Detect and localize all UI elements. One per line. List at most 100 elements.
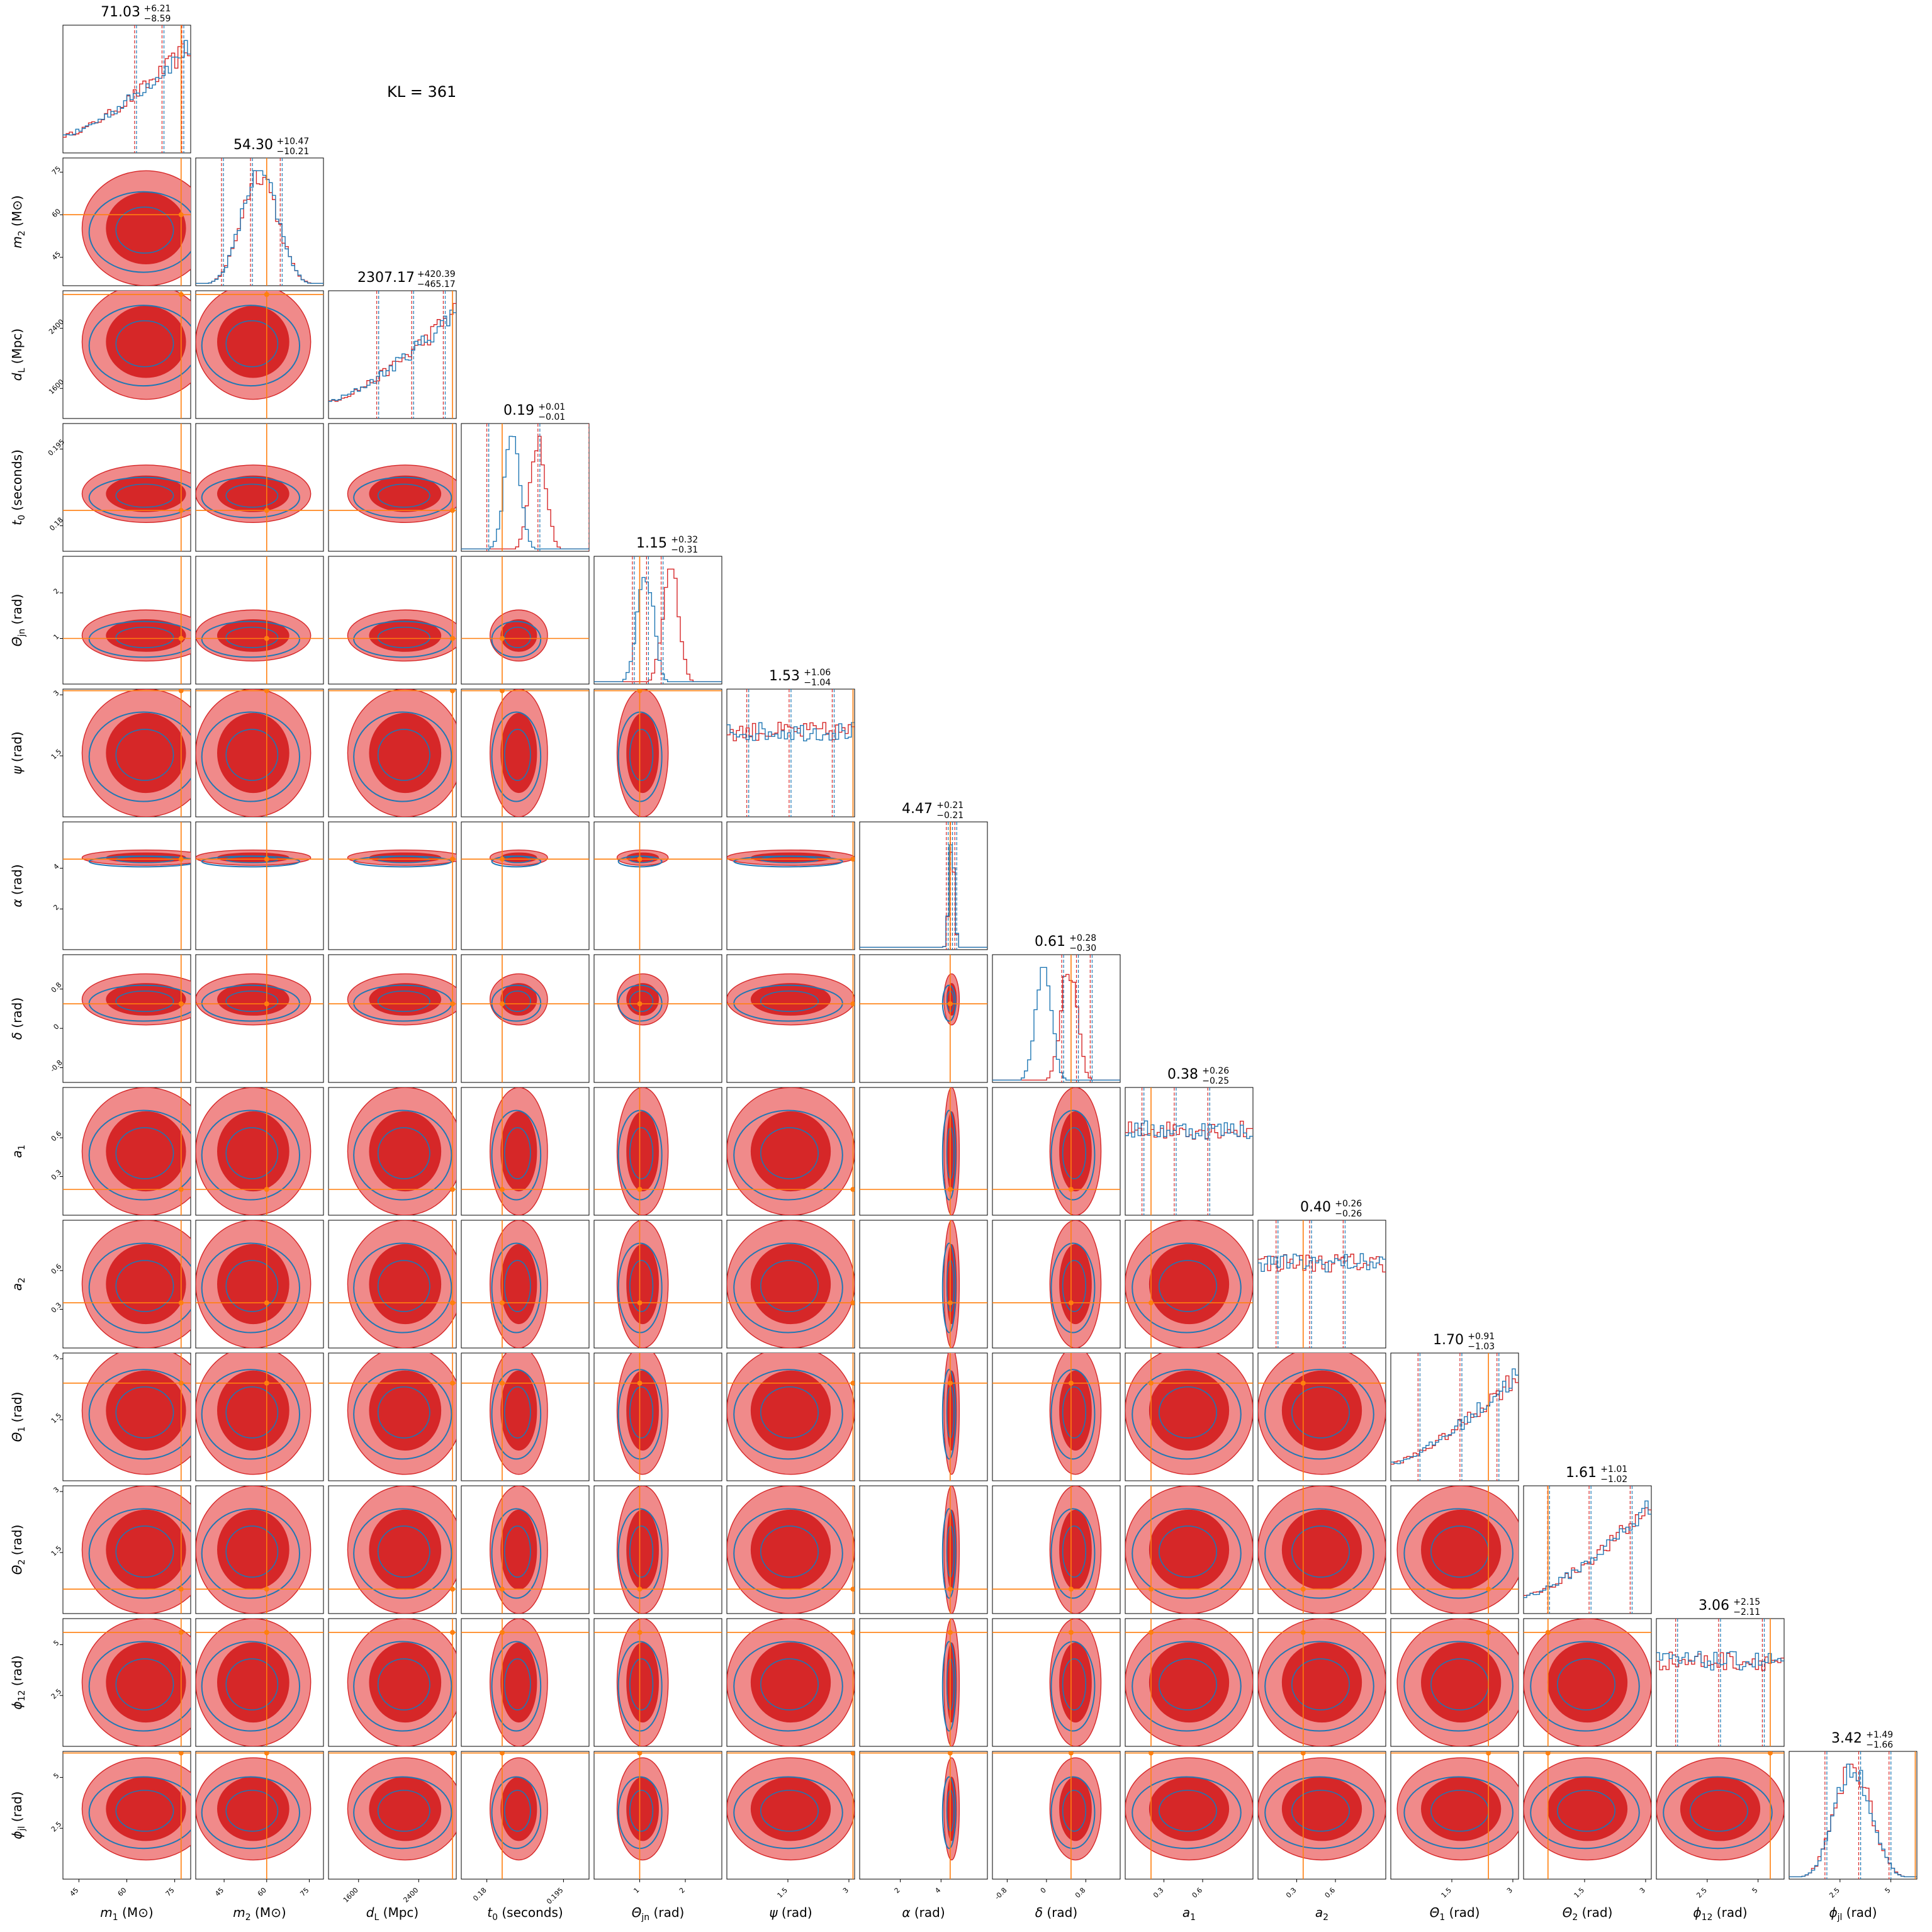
panel-content <box>1391 1619 1519 1746</box>
contour-blue-inner <box>1062 1260 1087 1312</box>
truth-marker <box>1486 1751 1491 1756</box>
panel-frame <box>328 821 457 950</box>
contour-blue <box>353 711 452 802</box>
panel-content <box>196 158 323 286</box>
panel-content <box>860 1087 987 1215</box>
truth-marker <box>499 1001 505 1007</box>
panel-theta2-vs-m2 <box>195 1485 324 1614</box>
truth-marker <box>499 1380 505 1386</box>
panel-a2-vs-thetajn <box>593 1220 722 1349</box>
panel-content <box>329 955 456 1082</box>
contour-blue <box>1264 1776 1374 1850</box>
contour-blue-inner <box>377 1127 430 1179</box>
panel-alpha-vs-dL <box>328 821 457 950</box>
panel-title-median: 0.40 <box>1300 1199 1331 1215</box>
panel-title-plus: +1.01 <box>1600 1464 1627 1474</box>
contour-blue <box>733 1242 843 1334</box>
panel-title-median: 4.47 <box>902 801 933 817</box>
panel-phijl-vs-a2: 0.3 0.6 a2 <box>1257 1751 1386 1923</box>
truth-marker <box>947 1587 953 1592</box>
panel-a1-vs-t0 <box>461 1087 590 1216</box>
x-tick-label: 75 <box>164 1886 176 1898</box>
panel-content <box>727 689 855 817</box>
contour-blue <box>1132 1369 1242 1460</box>
panel-frame <box>992 954 1121 1083</box>
histogram-blue <box>1524 1500 1651 1598</box>
panel-title-plus: +0.21 <box>936 800 963 811</box>
contour-blue <box>353 1508 452 1599</box>
panel-a2-vs-m2 <box>195 1220 324 1349</box>
panel-content <box>329 1486 456 1614</box>
panel-content <box>196 955 323 1082</box>
panel-phijl-vs-m2: 45 60 75 m2 (M⊙) <box>195 1751 324 1923</box>
panel-title-minus: −0.25 <box>1202 1076 1229 1086</box>
contour-blue-inner <box>377 483 430 508</box>
panel-phi12-vs-theta2 <box>1523 1618 1652 1747</box>
truth-marker <box>264 291 269 297</box>
panel-content <box>329 822 456 950</box>
panel-phijl-vs-alpha: 2 4 α (rad) <box>859 1751 988 1920</box>
contour-blue <box>941 1109 957 1201</box>
panel-content <box>860 1619 987 1746</box>
panel-frame <box>195 157 324 286</box>
x-axis-label: a2 <box>1315 1905 1328 1923</box>
y-tick-label: 0.6 <box>50 1130 64 1143</box>
histogram-blue <box>594 576 722 683</box>
panel-frame <box>1257 1220 1386 1349</box>
panel-title-median: 0.61 <box>1035 934 1065 950</box>
contour-blue-inner <box>115 1525 174 1578</box>
panel-t0-vs-dL <box>328 423 457 552</box>
truth-marker <box>450 689 456 694</box>
truth-marker <box>637 1629 643 1635</box>
panel-delta-vs-psi <box>726 954 855 1083</box>
panel-content <box>1258 1220 1386 1348</box>
contour-blue <box>353 1242 452 1334</box>
contour-blue <box>491 1109 542 1201</box>
panel-content <box>860 822 987 950</box>
contour-blue-inner <box>225 1127 279 1179</box>
panel-theta1-vs-thetajn <box>593 1352 722 1481</box>
panel-delta-vs-dL <box>328 954 457 1083</box>
contour-blue <box>733 1776 843 1850</box>
panel-content <box>63 1619 191 1746</box>
panel-a1-vs-dL <box>328 1087 457 1216</box>
x-axis-label: a1 <box>1182 1905 1196 1923</box>
truth-marker <box>637 1751 643 1756</box>
panel-content <box>727 955 855 1082</box>
contour-inner-red <box>500 1370 537 1451</box>
panel-content <box>594 689 722 817</box>
contour-blue-inner <box>629 1790 654 1832</box>
panel-title-median: 54.30 <box>233 137 273 153</box>
contour-blue <box>941 1641 957 1732</box>
panel-content <box>992 1486 1120 1614</box>
contour-blue <box>491 1641 542 1732</box>
panel-content <box>461 424 589 551</box>
panel-phijl-vs-delta: -0.8 0 0.8 δ (rad) <box>992 1751 1121 1920</box>
panel-alpha-vs-thetajn <box>593 821 722 950</box>
panel-content <box>63 424 191 551</box>
y-tick-label: 3 <box>52 689 60 698</box>
x-axis-label: ϕjl (rad) <box>1829 1905 1877 1923</box>
contour-blue <box>201 1242 300 1334</box>
y-axis-label: a2 <box>9 1278 27 1291</box>
panel-theta2-vs-alpha <box>859 1485 988 1614</box>
panel-theta1-vs-dL <box>328 1352 457 1481</box>
panel-title-minus: −0.21 <box>936 811 963 821</box>
panel-phi12-vs-delta <box>992 1618 1121 1747</box>
truth-marker <box>947 1629 953 1635</box>
contour-blue-inner <box>115 729 174 781</box>
contour-blue <box>88 1369 191 1460</box>
truth-marker <box>178 291 184 297</box>
truth-marker <box>264 508 269 514</box>
panel-delta-vs-alpha <box>859 954 988 1083</box>
y-tick-label: 0.8 <box>50 980 64 994</box>
panel-content <box>196 822 323 950</box>
truth-marker <box>264 1751 269 1756</box>
truth-marker <box>1486 1587 1491 1592</box>
panel-phijl-vs-phi12: 2.5 5 ϕ12 (rad) <box>1656 1751 1785 1923</box>
panel-title-plus: +1.49 <box>1866 1730 1893 1740</box>
panel-content <box>1125 1220 1253 1348</box>
